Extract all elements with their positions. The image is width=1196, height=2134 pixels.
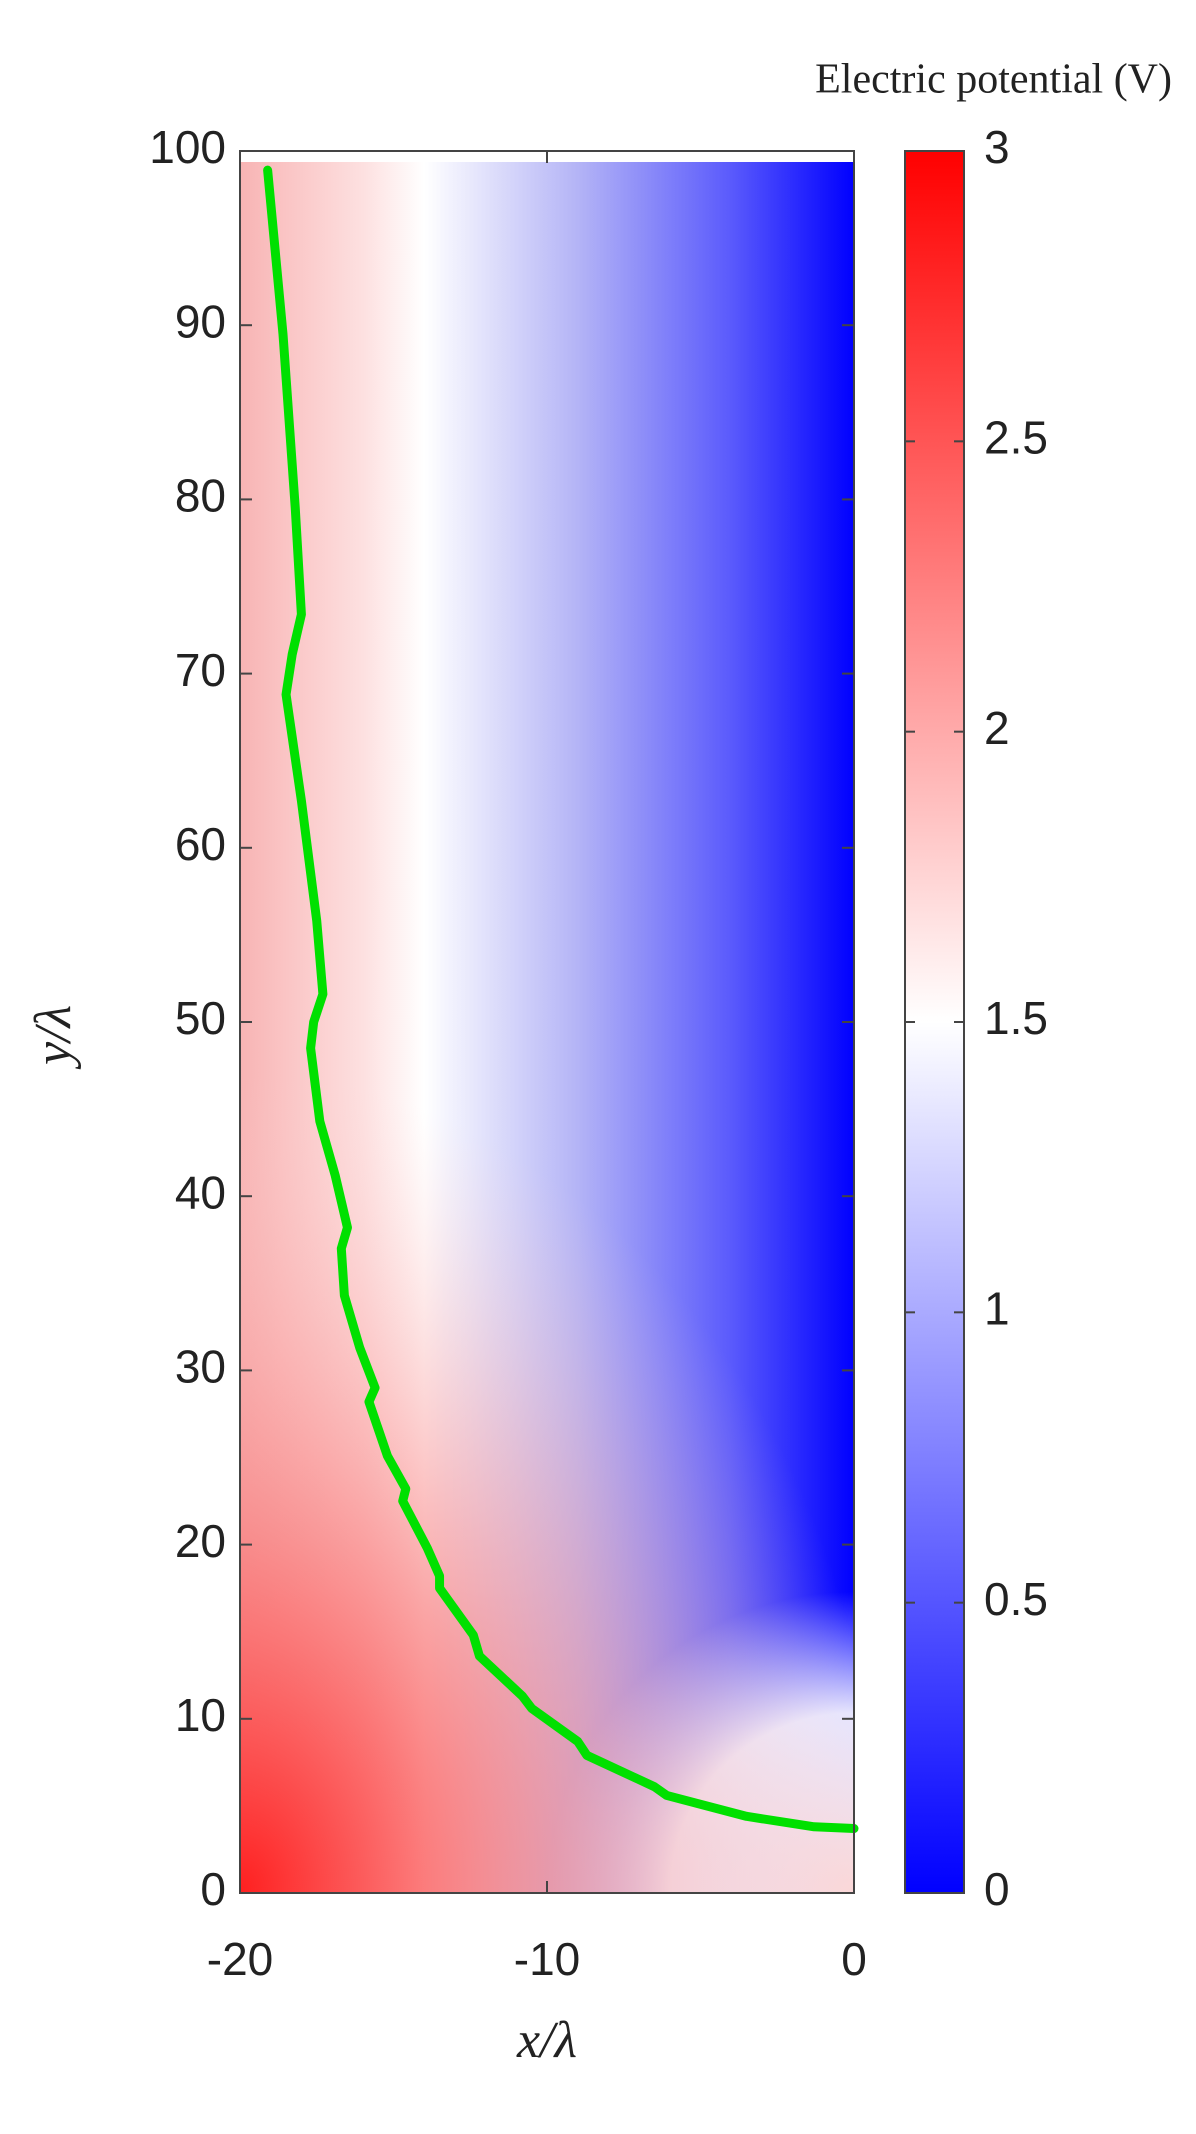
y-tick-label: 40: [175, 1166, 226, 1218]
colorbar-tick-label: 1.5: [984, 992, 1048, 1044]
y-tick-label: 60: [175, 818, 226, 870]
colorbar-tick-label: 0.5: [984, 1573, 1048, 1625]
colorbar-tick-label: 0: [984, 1863, 1010, 1915]
y-tick-label: 70: [175, 644, 226, 696]
y-tick-label: 30: [175, 1341, 226, 1393]
x-tick-label: -20: [207, 1933, 273, 1985]
x-tick-label: 0: [841, 1933, 867, 1985]
y-tick-label: 100: [149, 121, 226, 173]
y-tick-label: 20: [175, 1515, 226, 1567]
x-axis-label: x/λ: [516, 2012, 577, 2069]
contour-line: [263, 165, 859, 1834]
x-tick-label: -10: [514, 1933, 580, 1985]
y-tick-label: 10: [175, 1689, 226, 1741]
y-tick-label: 50: [175, 992, 226, 1044]
y-tick-label: 90: [175, 295, 226, 347]
colorbar-title: Electric potential (V): [815, 57, 1172, 103]
colorbar-tick-label: 2.5: [984, 411, 1048, 463]
y-axis-label: y/λ: [25, 1005, 82, 1070]
colorbar-tick-label: 1: [984, 1282, 1010, 1334]
potential-field: [240, 162, 854, 1893]
y-tick-label: 0: [200, 1863, 226, 1915]
colorbar-tick-label: 3: [984, 121, 1010, 173]
colorbar-tick-label: 2: [984, 702, 1010, 754]
y-tick-label: 80: [175, 470, 226, 522]
